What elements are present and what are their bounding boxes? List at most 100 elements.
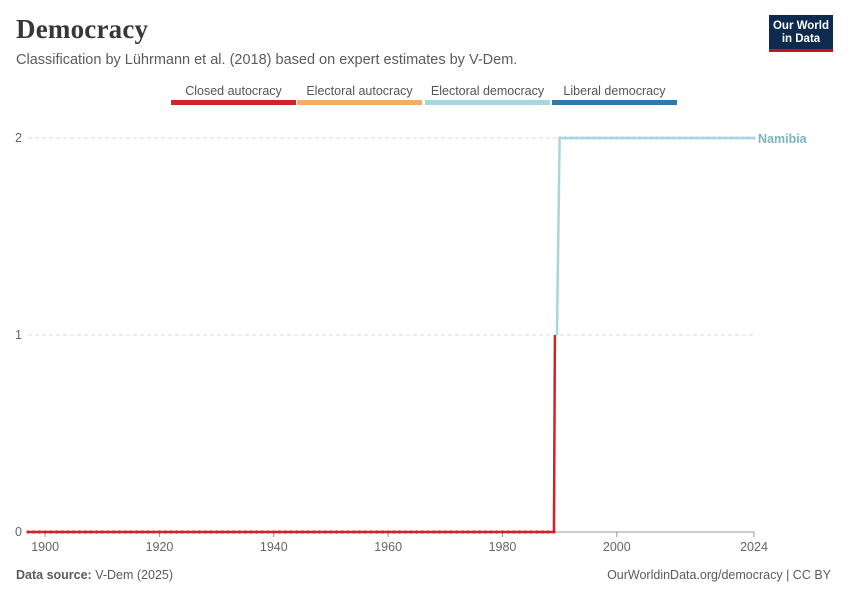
data-point xyxy=(546,530,550,534)
data-point xyxy=(317,530,322,534)
data-point xyxy=(152,530,156,534)
data-point xyxy=(380,530,385,534)
y-tick-label: 0 xyxy=(15,525,22,539)
data-point xyxy=(340,530,345,534)
data-point xyxy=(495,530,499,534)
data-point xyxy=(129,530,133,534)
data-point xyxy=(37,530,42,534)
data-point xyxy=(443,530,447,534)
data-point xyxy=(192,530,196,534)
data-point xyxy=(357,530,362,534)
data-point xyxy=(535,530,539,534)
data-point xyxy=(460,530,465,534)
data-source-value: V-Dem (2025) xyxy=(95,568,174,582)
data-point xyxy=(512,530,516,534)
data-source-label: Data source: xyxy=(16,568,92,582)
data-point xyxy=(363,530,367,534)
data-point xyxy=(723,136,728,140)
transition-line xyxy=(555,137,561,336)
data-point xyxy=(323,530,327,534)
data-point xyxy=(232,530,236,534)
data-point xyxy=(586,136,590,140)
data-point xyxy=(283,530,287,534)
data-point xyxy=(175,530,179,534)
legend-label: Closed autocracy xyxy=(185,84,282,98)
data-point xyxy=(106,530,110,534)
data-point xyxy=(472,530,476,534)
data-point xyxy=(157,530,162,534)
data-point xyxy=(60,530,64,534)
data-point xyxy=(49,530,53,534)
data-point xyxy=(66,530,70,534)
series-label: Namibia xyxy=(758,132,808,146)
owid-logo[interactable]: Our World in Data xyxy=(769,15,833,52)
data-point xyxy=(277,530,282,534)
data-point xyxy=(712,136,716,140)
source-url[interactable]: OurWorldinData.org/democracy | CC BY xyxy=(607,568,831,582)
data-point xyxy=(295,530,299,534)
data-point xyxy=(420,530,425,534)
data-point xyxy=(397,530,402,534)
data-point xyxy=(83,530,87,534)
data-point xyxy=(289,530,293,534)
data-point xyxy=(375,530,379,534)
data-point xyxy=(563,136,567,140)
transition-line xyxy=(552,334,557,533)
data-point xyxy=(569,136,573,140)
data-point xyxy=(660,136,665,140)
data-point xyxy=(300,530,304,534)
data-point xyxy=(89,530,93,534)
data-point xyxy=(735,136,739,140)
data-point xyxy=(518,530,522,534)
legend-swatch xyxy=(425,100,550,105)
data-point xyxy=(695,136,699,140)
data-point xyxy=(426,530,430,534)
data-point xyxy=(146,530,150,534)
legend-label: Electoral autocracy xyxy=(306,84,413,98)
x-tick-label: 2024 xyxy=(740,540,768,554)
data-point xyxy=(163,530,167,534)
data-point xyxy=(392,530,396,534)
chart-subtitle: Classification by Lührmann et al. (2018)… xyxy=(16,52,518,68)
data-point xyxy=(77,530,82,534)
data-point xyxy=(598,136,602,140)
data-point xyxy=(169,530,173,534)
data-point xyxy=(437,530,442,534)
data-point xyxy=(689,136,693,140)
legend-label: Electoral democracy xyxy=(431,84,545,98)
data-point xyxy=(43,530,47,534)
x-tick-label: 1980 xyxy=(489,540,517,554)
legend-label: Liberal democracy xyxy=(563,84,666,98)
data-point xyxy=(117,530,122,534)
data-point xyxy=(243,530,247,534)
data-point xyxy=(123,530,127,534)
data-point xyxy=(432,530,436,534)
chart-title: Democracy xyxy=(16,14,149,44)
data-point xyxy=(746,136,750,140)
data-point xyxy=(529,530,533,534)
data-point xyxy=(552,530,556,534)
data-point xyxy=(655,136,659,140)
y-tick-label: 2 xyxy=(15,131,22,145)
x-tick-label: 1960 xyxy=(374,540,402,554)
data-point xyxy=(620,136,625,140)
data-point xyxy=(603,136,607,140)
data-point xyxy=(215,530,219,534)
data-point xyxy=(718,136,722,140)
x-tick-label: 1920 xyxy=(146,540,174,554)
logo-line-1: Our World xyxy=(772,20,829,32)
data-point xyxy=(197,530,202,534)
data-point xyxy=(540,530,545,534)
data-point xyxy=(135,530,139,534)
data-point xyxy=(700,136,705,140)
data-point xyxy=(558,136,562,140)
x-tick-label: 1940 xyxy=(260,540,288,554)
data-point xyxy=(369,530,373,534)
data-point xyxy=(683,136,688,140)
data-point xyxy=(312,530,316,534)
data-point xyxy=(100,530,104,534)
data-point xyxy=(609,136,613,140)
data-point xyxy=(506,530,510,534)
data-point xyxy=(666,136,670,140)
data-point xyxy=(449,530,453,534)
